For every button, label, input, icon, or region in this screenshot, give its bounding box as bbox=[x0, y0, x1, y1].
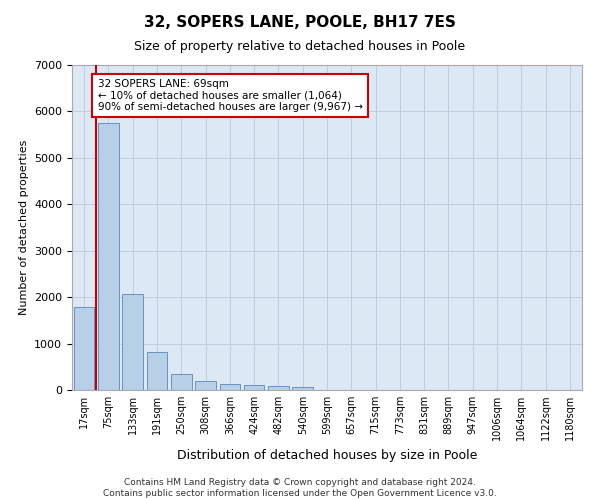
Text: 32 SOPERS LANE: 69sqm
← 10% of detached houses are smaller (1,064)
90% of semi-d: 32 SOPERS LANE: 69sqm ← 10% of detached … bbox=[97, 79, 362, 112]
X-axis label: Distribution of detached houses by size in Poole: Distribution of detached houses by size … bbox=[177, 448, 477, 462]
Bar bbox=[292, 387, 313, 390]
Text: 32, SOPERS LANE, POOLE, BH17 7ES: 32, SOPERS LANE, POOLE, BH17 7ES bbox=[144, 15, 456, 30]
Bar bbox=[220, 384, 240, 390]
Bar bbox=[195, 382, 216, 390]
Bar bbox=[122, 294, 143, 390]
Bar bbox=[268, 386, 289, 390]
Bar bbox=[74, 308, 94, 390]
Bar bbox=[171, 374, 191, 390]
Text: Contains HM Land Registry data © Crown copyright and database right 2024.
Contai: Contains HM Land Registry data © Crown c… bbox=[103, 478, 497, 498]
Y-axis label: Number of detached properties: Number of detached properties bbox=[19, 140, 29, 315]
Bar bbox=[98, 122, 119, 390]
Bar bbox=[146, 352, 167, 390]
Text: Size of property relative to detached houses in Poole: Size of property relative to detached ho… bbox=[134, 40, 466, 53]
Bar bbox=[244, 385, 265, 390]
